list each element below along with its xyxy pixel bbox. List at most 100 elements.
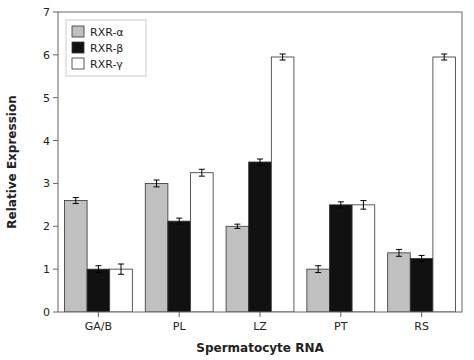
legend-swatch: [72, 26, 84, 37]
x-tick: [340, 312, 341, 317]
error-cap: [176, 218, 182, 219]
bar: [433, 57, 456, 312]
error-bar: [199, 169, 205, 176]
y-axis-label: Relative Expression: [5, 95, 19, 228]
y-tick-label: 3: [43, 177, 50, 190]
bar: [226, 226, 249, 312]
legend-label: RXR-α: [90, 26, 124, 39]
error-bar: [360, 201, 366, 210]
error-bar: [441, 54, 447, 60]
error-stem: [121, 264, 122, 274]
bar: [271, 57, 294, 312]
error-cap: [280, 54, 286, 55]
error-bar: [118, 264, 124, 274]
error-stem: [75, 198, 76, 204]
error-cap: [176, 224, 182, 225]
x-tick-label: RS: [414, 320, 429, 333]
bar: [388, 253, 411, 312]
bar: [168, 221, 191, 312]
y-tick-label: 5: [43, 92, 50, 105]
error-bar: [396, 249, 402, 256]
x-tick: [260, 312, 261, 317]
bar: [64, 201, 87, 312]
x-tick: [179, 312, 180, 317]
error-cap: [118, 264, 124, 265]
error-cap: [396, 249, 402, 250]
bar: [410, 258, 433, 312]
error-bar: [315, 266, 321, 273]
error-cap: [199, 169, 205, 170]
error-stem: [179, 218, 180, 224]
y-tick: [53, 183, 58, 184]
error-cap: [441, 54, 447, 55]
error-bar: [234, 224, 240, 228]
error-bar: [338, 202, 344, 208]
bar: [191, 173, 214, 312]
error-cap: [234, 224, 240, 225]
error-cap: [396, 256, 402, 257]
bar: [87, 269, 110, 312]
y-tick-label: 0: [43, 306, 50, 319]
y-tick: [53, 312, 58, 313]
error-stem: [363, 201, 364, 210]
legend-swatch: [72, 42, 84, 53]
x-tick: [98, 312, 99, 317]
error-cap: [118, 274, 124, 275]
plot-frame: [58, 12, 462, 312]
series: [87, 159, 433, 312]
bar: [307, 269, 330, 312]
y-tick: [53, 12, 58, 13]
y-axis: 01234567: [43, 6, 58, 319]
error-cap: [73, 197, 79, 198]
bar: [352, 205, 375, 312]
error-stem: [282, 54, 283, 60]
error-cap: [154, 180, 160, 181]
error-stem: [421, 255, 422, 261]
page: {"chart_data": {"type": "bar", "categori…: [0, 0, 474, 360]
error-stem: [201, 169, 202, 176]
error-stem: [398, 249, 399, 256]
error-cap: [315, 272, 321, 273]
y-tick-label: 4: [43, 135, 50, 148]
bar: [110, 269, 133, 312]
y-tick: [53, 54, 58, 55]
error-bar: [95, 266, 101, 273]
error-cap: [234, 228, 240, 229]
bar: [329, 205, 352, 312]
error-cap: [315, 265, 321, 266]
error-cap: [95, 272, 101, 273]
error-bar: [176, 218, 182, 224]
legend-box: [66, 20, 146, 76]
y-tick-label: 1: [43, 263, 50, 276]
legend: RXR-αRXR-βRXR-γ: [66, 20, 146, 76]
chart-container: 01234567GA/BPLLZPTRSSpermatocyte RNARela…: [0, 0, 474, 360]
y-tick: [53, 269, 58, 270]
error-cap: [441, 60, 447, 61]
x-tick-label: LZ: [253, 320, 267, 333]
error-stem: [318, 266, 319, 273]
error-cap: [280, 60, 286, 61]
plot-background: [58, 12, 462, 312]
error-stem: [444, 54, 445, 60]
error-cap: [419, 261, 425, 262]
y-tick-label: 7: [43, 6, 50, 19]
legend-label: RXR-γ: [90, 58, 123, 71]
error-cap: [360, 209, 366, 210]
series: [64, 180, 410, 312]
error-bar: [419, 255, 425, 261]
series: [110, 54, 456, 312]
error-stem: [156, 180, 157, 187]
error-stem: [260, 159, 261, 165]
x-tick-label: PT: [334, 320, 348, 333]
bar: [145, 183, 168, 312]
x-tick: [421, 312, 422, 317]
error-stem: [340, 202, 341, 208]
error-bar: [73, 198, 79, 204]
legend-swatch: [72, 58, 84, 69]
y-tick: [53, 140, 58, 141]
y-tick: [53, 226, 58, 227]
error-cap: [360, 200, 366, 201]
error-cap: [257, 165, 263, 166]
error-cap: [95, 265, 101, 266]
x-axis-label: Spermatocyte RNA: [196, 341, 324, 355]
